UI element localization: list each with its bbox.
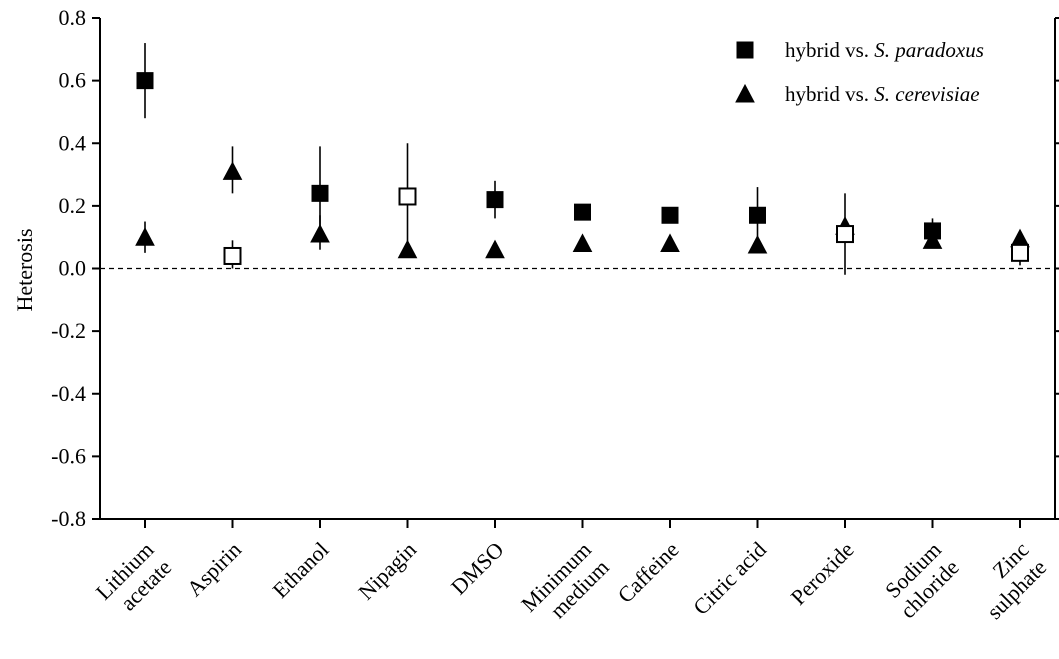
x-tick-label: Minimummedium bbox=[516, 537, 614, 635]
data-point-triangle bbox=[922, 230, 943, 249]
data-point-triangle bbox=[485, 239, 505, 259]
x-tick-label-line: Ethanol bbox=[267, 537, 333, 603]
data-point-square bbox=[749, 206, 766, 224]
data-markers bbox=[135, 72, 1030, 265]
data-point-square bbox=[736, 41, 754, 59]
x-tick-label: Peroxide bbox=[786, 537, 859, 610]
x-tick-label: Zincsulphate bbox=[964, 537, 1051, 624]
data-point-square bbox=[486, 191, 504, 209]
data-point-triangle bbox=[747, 234, 768, 254]
legend-label-text: hybrid vs. bbox=[785, 38, 874, 62]
x-tick-label: Caffeine bbox=[613, 537, 684, 608]
data-point-square bbox=[311, 184, 329, 202]
y-tick-label: 0.0 bbox=[59, 256, 87, 281]
y-tick-label: -0.4 bbox=[51, 381, 86, 406]
y-axis-label: Heterosis bbox=[12, 228, 37, 311]
data-point-triangle bbox=[660, 233, 680, 252]
data-point-triangle bbox=[222, 161, 243, 180]
legend-label-species: S. paradoxus bbox=[874, 38, 984, 62]
y-tick-label: 0.2 bbox=[59, 193, 87, 218]
data-point-square bbox=[136, 72, 154, 90]
y-tick-label: 0.8 bbox=[59, 5, 87, 30]
x-tick-label: Citric acid bbox=[688, 537, 771, 620]
data-point-triangle bbox=[135, 227, 155, 246]
x-tick-label: Sodiumchloride bbox=[877, 537, 963, 623]
y-tick-label: -0.2 bbox=[51, 318, 86, 343]
x-tick-label-line: Caffeine bbox=[613, 537, 684, 608]
x-axis-ticks: Lithiumacetate Aspirin Ethanol Nipagin DMSO M… bbox=[91, 519, 1051, 635]
legend-label-species: S. cerevisiae bbox=[874, 82, 979, 106]
x-tick-label-line: DMSO bbox=[446, 537, 509, 600]
x-tick-label-line: Peroxide bbox=[786, 537, 859, 610]
data-point-triangle bbox=[572, 233, 593, 252]
data-point-square bbox=[661, 206, 679, 224]
x-tick-label-line: Nipagin bbox=[353, 537, 421, 605]
data-point-square-open bbox=[398, 187, 417, 206]
x-tick-label-line: Citric acid bbox=[688, 537, 771, 620]
data-point-square bbox=[574, 203, 591, 221]
data-point-square-open bbox=[223, 246, 242, 265]
x-tick-label: Nipagin bbox=[353, 537, 421, 605]
data-point-square-open bbox=[1011, 243, 1029, 262]
y-tick-label: 0.6 bbox=[59, 68, 87, 93]
y-tick-label: 0.4 bbox=[59, 130, 87, 155]
y-axis-ticks: 0.8 0.6 0.4 0.2 0.0 -0.2 -0.4 -0.6 -0.8 bbox=[51, 5, 1059, 531]
data-point-triangle bbox=[735, 83, 755, 103]
data-point-triangle bbox=[397, 239, 418, 259]
x-tick-label: DMSO bbox=[446, 537, 509, 600]
data-point-triangle bbox=[310, 223, 330, 243]
legend-label: hybrid vs. S. paradoxus bbox=[785, 38, 984, 62]
legend-label-text: hybrid vs. bbox=[785, 82, 874, 106]
legend-label: hybrid vs. S. cerevisiae bbox=[785, 82, 980, 106]
x-tick-label: Ethanol bbox=[267, 537, 333, 603]
x-tick-label: Aspirin bbox=[182, 537, 246, 601]
y-tick-label: -0.8 bbox=[51, 506, 86, 531]
x-tick-label: Lithiumacetate bbox=[91, 537, 176, 622]
data-point-square bbox=[924, 222, 941, 240]
data-point-square-open bbox=[836, 225, 854, 244]
x-tick-label-line: Aspirin bbox=[182, 537, 246, 601]
y-tick-label: -0.6 bbox=[51, 443, 86, 468]
